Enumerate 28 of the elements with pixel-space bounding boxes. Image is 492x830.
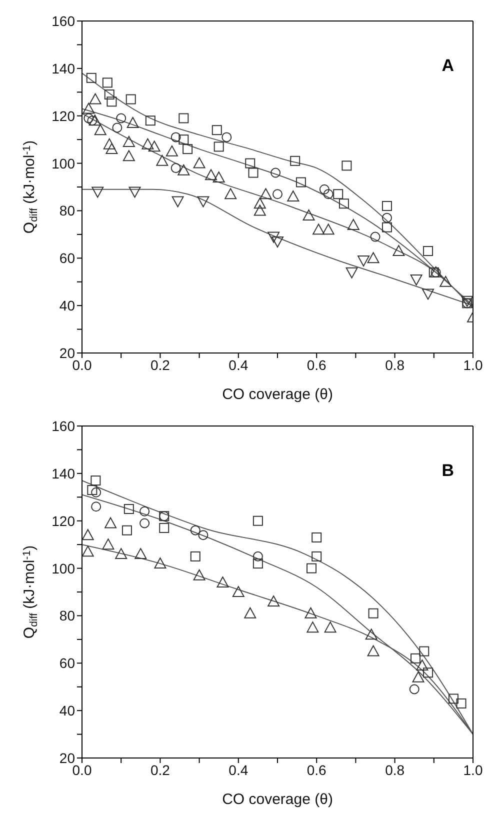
annotation: B [442, 461, 454, 481]
annotation: A [442, 56, 454, 76]
x-tick-label: 0.8 [385, 762, 405, 778]
y-tick-label: 120 [52, 108, 76, 124]
y-tick-label: 80 [59, 202, 76, 219]
x-tick-label: 0.6 [306, 356, 327, 373]
x-tick-label: 0.8 [385, 356, 405, 373]
x-tick-label: 0.6 [306, 762, 327, 778]
x-axis-title: CO coverage (θ) [222, 791, 333, 808]
y-tick-label: 60 [59, 655, 76, 672]
y-tick-label: 40 [59, 298, 76, 314]
y-tick-label: 140 [52, 465, 76, 482]
y-tick-label: 140 [52, 60, 76, 76]
x-tick-label: 0.4 [228, 762, 248, 778]
y-tick-label: 40 [59, 702, 76, 719]
y-tick-label: 120 [52, 512, 76, 529]
x-tick-label: 0.2 [150, 356, 170, 373]
y-tick-label: 160 [52, 12, 76, 29]
y-tick-label: 80 [59, 608, 76, 624]
x-tick-label: 1.0 [463, 356, 483, 373]
y-tick-label: 60 [59, 250, 76, 266]
x-tick-label: 0.2 [150, 762, 170, 778]
y-tick-label: 160 [52, 418, 76, 434]
y-tick-label: 100 [52, 560, 76, 576]
y-tick-label: 100 [52, 155, 76, 172]
x-tick-label: 0.4 [228, 356, 248, 373]
x-axis-title: CO coverage (θ) [222, 386, 333, 403]
x-tick-label: 1.0 [463, 762, 483, 778]
